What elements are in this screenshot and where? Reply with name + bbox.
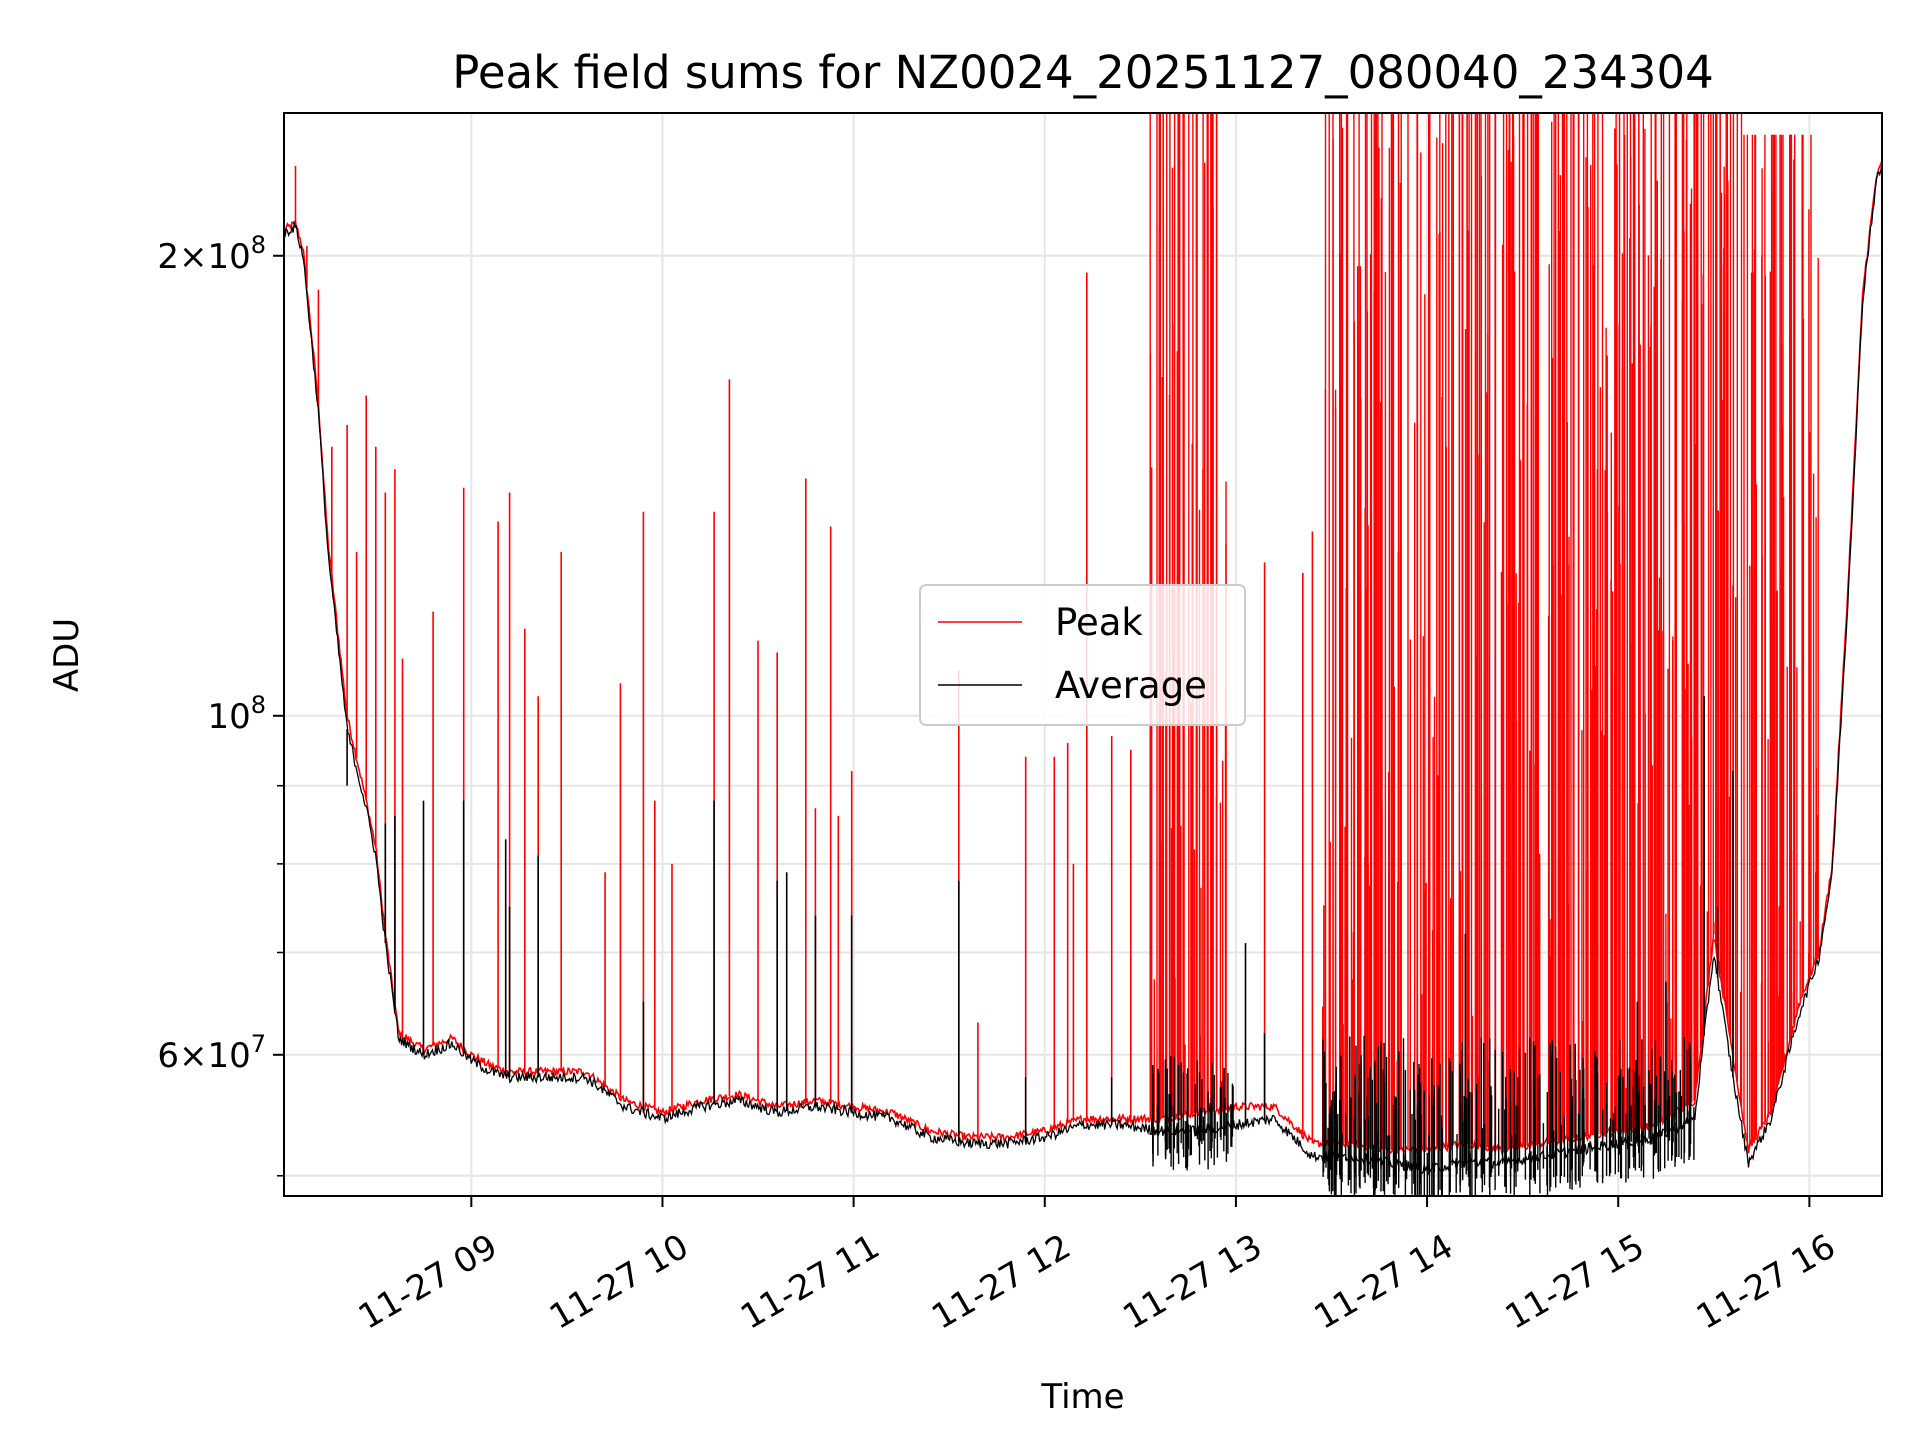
legend: Peak Average: [919, 584, 1246, 726]
y-tick-label: 2×108: [157, 231, 266, 277]
y-axis-label: ADU: [47, 618, 87, 692]
x-axis-label: Time: [1040, 1377, 1124, 1417]
legend-box: [919, 584, 1246, 726]
y-tick-label: 108: [207, 691, 266, 737]
legend-label-average: Average: [1055, 664, 1207, 707]
series-peak: [284, 113, 1882, 1157]
y-axis: 6×107 108 2×108: [157, 231, 284, 1177]
y-tick-label: 6×107: [157, 1030, 266, 1076]
plot-frame: [283, 112, 1883, 1197]
series-average: [284, 162, 1882, 1196]
chart-title: Peak field sums for NZ0024_20251127_0800…: [452, 46, 1713, 99]
plot-area: [284, 113, 1882, 1196]
legend-label-peak: Peak: [1055, 601, 1143, 644]
